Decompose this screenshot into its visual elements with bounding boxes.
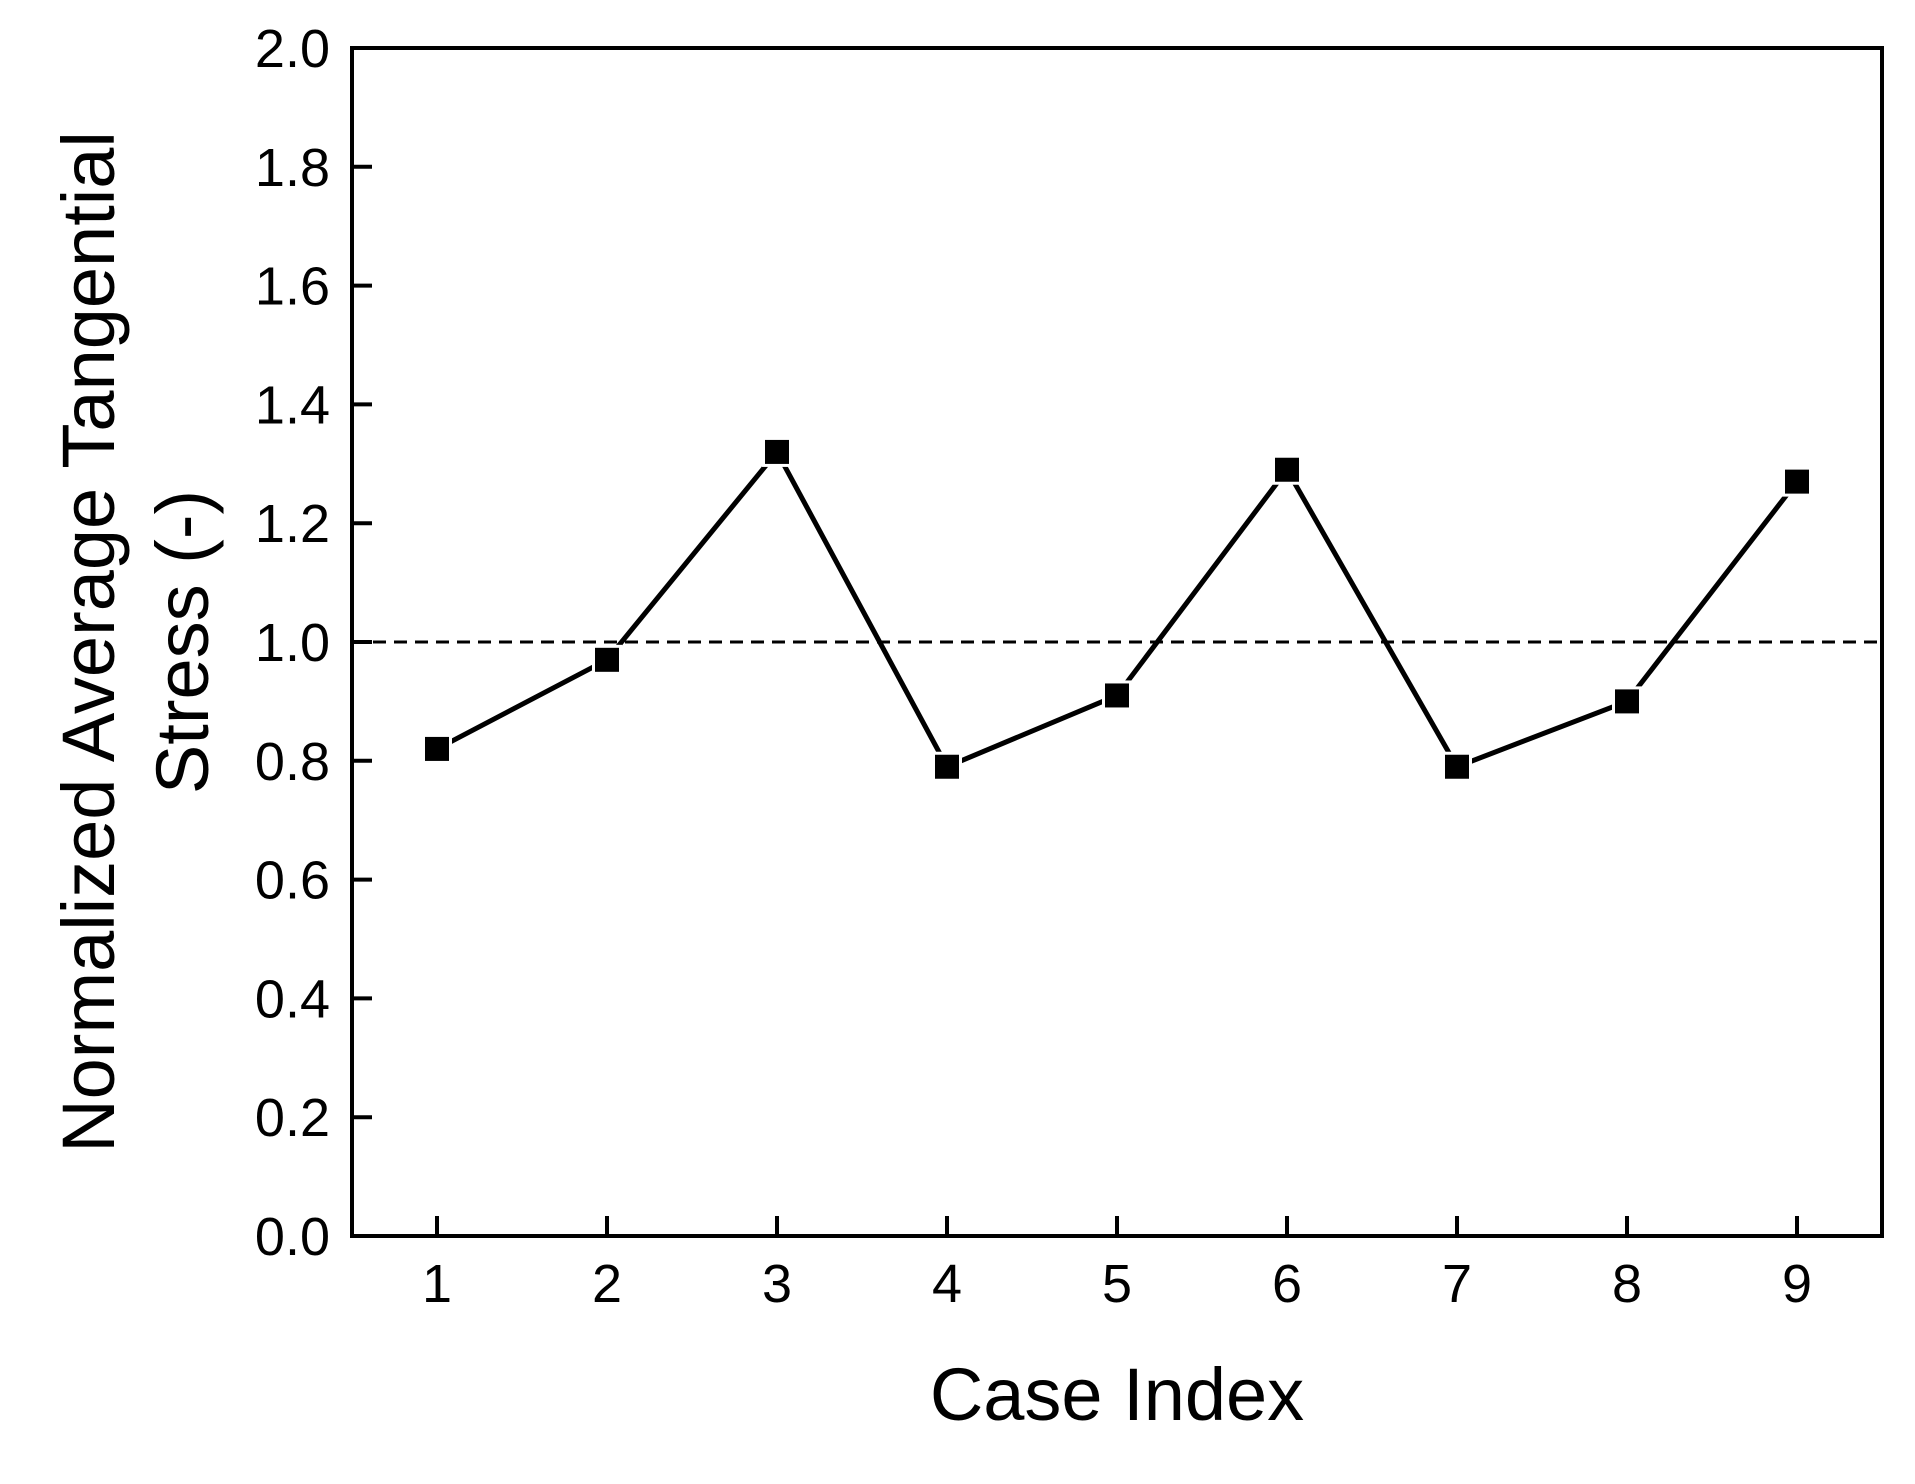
x-tick-label: 3 (762, 1254, 792, 1314)
y-axis-group: 0.0 0.2 0.4 0.6 0.8 1.0 1.2 1.4 1.6 1.8 2.0 (255, 19, 372, 1267)
y-tick-label: 0.4 (255, 969, 330, 1029)
y-tick-label: 2.0 (255, 19, 330, 79)
x-tick-label: 4 (932, 1254, 962, 1314)
data-point-marker (1442, 751, 1472, 782)
y-tick-label: 1.4 (255, 375, 330, 435)
x-tick-label: 7 (1442, 1254, 1472, 1314)
data-point-marker (1782, 466, 1812, 497)
y-axis-title-line-2: Stress (-) (141, 490, 224, 794)
y-tick-label: 1.0 (255, 613, 330, 673)
data-point-marker (422, 733, 452, 764)
y-tick-label: 0.6 (255, 851, 330, 911)
data-series-group (422, 436, 1812, 782)
data-series-line (435, 447, 1799, 770)
y-tick-label: 0.0 (255, 1207, 330, 1267)
y-axis-title-line-1: Normalized Average Tangential (47, 131, 130, 1153)
x-tick-label: 8 (1612, 1254, 1642, 1314)
y-tick-label: 1.8 (255, 138, 330, 198)
data-point-marker (1272, 454, 1302, 485)
data-point-marker (1612, 686, 1642, 717)
y-tick-label: 0.8 (255, 732, 330, 792)
x-tick-label: 5 (1102, 1254, 1132, 1314)
data-point-marker (1102, 680, 1132, 711)
x-axis-group: 1 2 3 4 5 6 7 8 9 (422, 1216, 1812, 1314)
x-tick-label: 6 (1272, 1254, 1302, 1314)
x-tick-label: 9 (1782, 1254, 1812, 1314)
y-tick-label: 0.2 (255, 1088, 330, 1148)
x-tick-label: 1 (422, 1254, 452, 1314)
y-tick-label: 1.2 (255, 494, 330, 554)
data-point-marker (762, 436, 792, 467)
x-axis-title: Case Index (930, 1353, 1304, 1436)
x-tick-label: 2 (592, 1254, 622, 1314)
data-point-marker (932, 751, 962, 782)
y-tick-label: 1.6 (255, 257, 330, 317)
data-point-marker (592, 644, 622, 675)
